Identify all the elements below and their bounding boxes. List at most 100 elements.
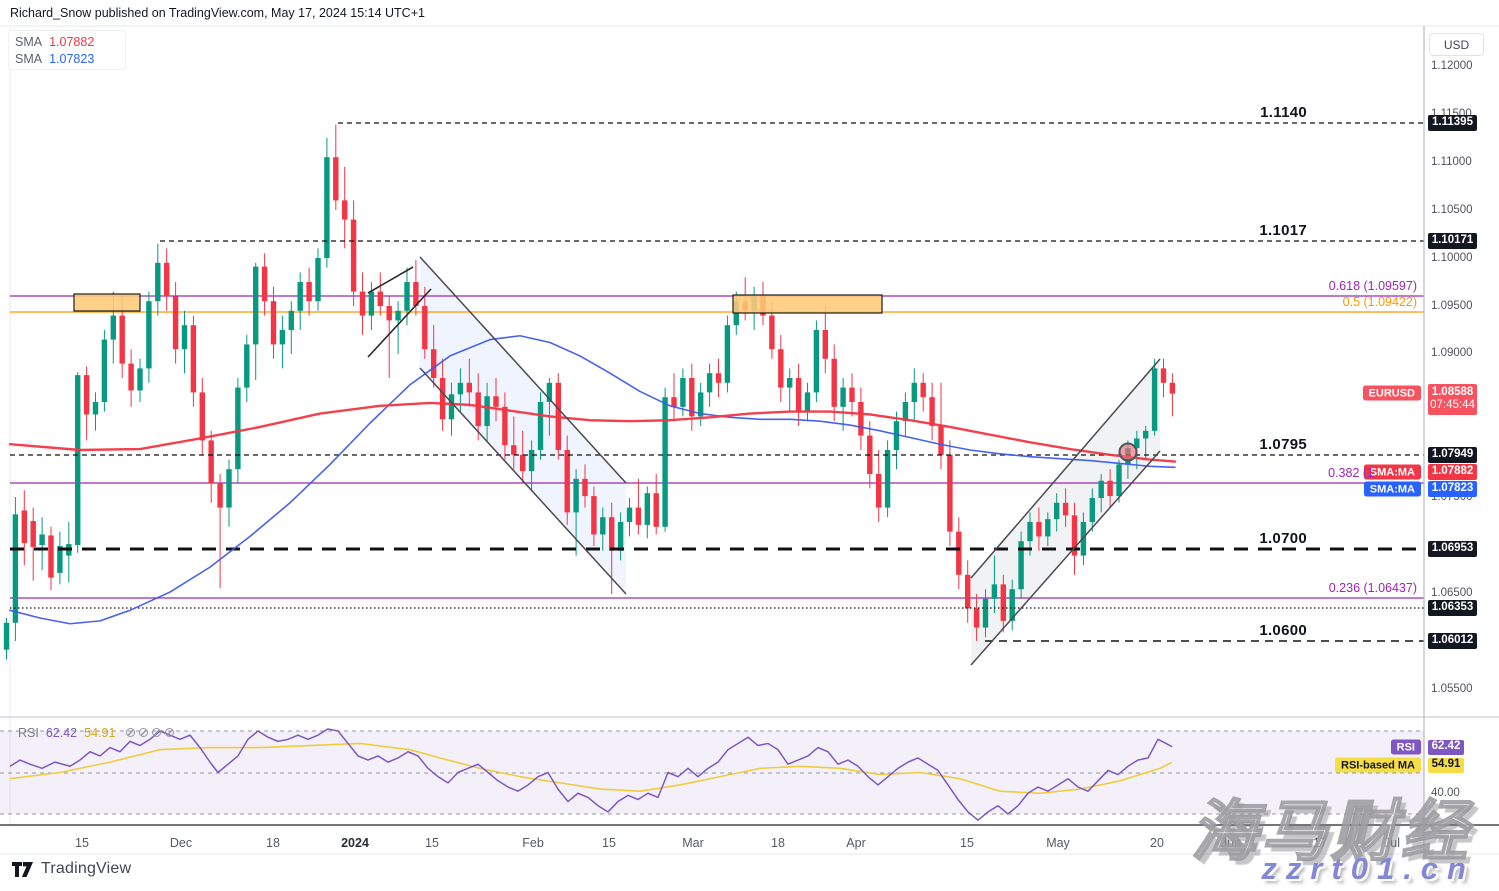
supply-zone-box[interactable] <box>732 294 883 314</box>
tradingview-logo-icon <box>12 861 33 877</box>
time-axis-label: 15 <box>960 836 974 850</box>
sma-line[interactable] <box>9 334 1176 625</box>
price-axis-tick-label: 1.11000 <box>1431 156 1472 168</box>
time-axis-label: May <box>1046 836 1070 850</box>
time-axis-label: 18 <box>771 836 785 850</box>
level-price-label: 1.0600 <box>1259 622 1307 639</box>
time-axis-label: Feb <box>522 836 544 850</box>
sma2-label: SMA <box>15 52 43 66</box>
axis-badge-value: 1.06353 <box>1431 601 1474 614</box>
axis-value-badge: 1.07882 <box>1428 464 1477 480</box>
axis-value-badge: 62.42 <box>1428 739 1464 755</box>
axis-badge-value: 1.07949 <box>1431 448 1474 461</box>
price-axis-tick-label: 1.06500 <box>1431 587 1473 599</box>
descending-channel-lower[interactable] <box>419 367 627 595</box>
price-axis-tick-label: 40.00 <box>1431 787 1460 799</box>
axis-badge-value: 54.91 <box>1431 758 1461 771</box>
axis-value-badge: 1.06012 <box>1428 633 1477 649</box>
fib-level-label: 0.5 (1.09422) <box>1342 295 1417 309</box>
indicator-legend-panel <box>8 30 126 70</box>
sma1-label: SMA <box>15 35 43 49</box>
currency-toggle-button[interactable]: USD <box>1429 33 1484 56</box>
axis-badge-value: 1.06012 <box>1431 634 1474 647</box>
time-axis-label: 18 <box>266 836 280 850</box>
rsi-label: RSI <box>18 726 39 740</box>
rsi-legend-row[interactable]: RSI 62.42 54.91 <box>18 726 175 740</box>
rsi-ma-value: 54.91 <box>84 726 116 740</box>
level-price-label: 1.0700 <box>1259 530 1307 547</box>
fib-level-label: 0.382 (1 <box>1328 466 1374 480</box>
tradingview-logo-text: TradingView <box>41 860 132 877</box>
bar-countdown: 07:45:44 <box>1430 399 1475 411</box>
price-axis-tick-label: 1.10000 <box>1431 252 1473 264</box>
rsi-legend-action-icon[interactable] <box>152 728 162 737</box>
rsi-value: 62.42 <box>45 726 78 740</box>
trendline[interactable] <box>367 288 432 358</box>
axis-value-badge: 1.11395 <box>1428 115 1477 131</box>
tradingview-logo[interactable]: TradingView <box>12 860 131 878</box>
sma1-value: 1.07882 <box>49 35 95 49</box>
candlestick-series <box>3 124 1176 660</box>
price-axis-tick-label: 1.12000 <box>1431 60 1473 72</box>
time-axis-label: 2024 <box>341 836 369 850</box>
watermark-cn: 海马财经 <box>1190 793 1471 869</box>
axis-value-badge: 1.08588 07:45:44 <box>1428 383 1477 415</box>
axis-value-badge: 1.06353 <box>1428 600 1477 616</box>
level-price-label: 1.1140 <box>1260 104 1307 121</box>
time-axis-label: 17 <box>1313 836 1327 850</box>
rsi-legend-action-icon[interactable] <box>126 728 136 737</box>
series-label-badge: RSI-based MA <box>1335 757 1421 773</box>
axis-badge-value: 1.07882 <box>1431 465 1474 478</box>
ascending-channel-upper[interactable] <box>970 358 1161 579</box>
level-price-label: 1.0795 <box>1259 436 1307 453</box>
time-axis-label: Mar <box>682 836 704 850</box>
sma-line[interactable] <box>8 401 1177 463</box>
watermark-url: zzrt01.cn <box>1261 851 1475 886</box>
supply-zone-box[interactable] <box>73 293 141 312</box>
descending-channel-upper[interactable] <box>419 256 627 484</box>
publish-attribution: Richard_Snow published on TradingView.co… <box>10 6 425 20</box>
price-axis-tick-label: 1.09000 <box>1431 347 1473 359</box>
time-axis-label: 20 <box>1150 836 1164 850</box>
axis-value-badge: 1.10171 <box>1428 233 1477 249</box>
time-axis-label: Apr <box>846 836 866 850</box>
series-label-badge: SMA:MA <box>1363 464 1421 480</box>
rsi-legend-action-icon[interactable] <box>165 728 175 737</box>
rsi-legend-action-icon[interactable] <box>139 728 149 737</box>
axis-badge-value: 62.42 <box>1431 740 1461 753</box>
axis-value-badge: 1.06953 <box>1428 541 1477 557</box>
time-axis-label: Dec <box>169 836 193 850</box>
fib-level-label: 0.236 (1.06437) <box>1328 581 1417 595</box>
rsi-line[interactable] <box>9 728 1173 821</box>
axis-badge-value: 1.10171 <box>1431 234 1474 247</box>
axis-badge-value: 1.08588 <box>1431 385 1474 398</box>
descending-channel[interactable] <box>420 257 626 594</box>
time-axis-label: 15 <box>75 836 89 850</box>
sma-legend-row-1[interactable]: SMA 1.07882 <box>15 35 94 49</box>
axis-value-badge: 54.91 <box>1428 757 1464 773</box>
axis-value-badge: 1.07823 <box>1428 481 1477 497</box>
sma-legend-row-2[interactable]: SMA 1.07823 <box>15 52 94 66</box>
time-axis-label: 15 <box>602 836 616 850</box>
price-axis-tick-label: 1.05500 <box>1431 683 1473 695</box>
level-price-label: 1.1017 <box>1259 222 1307 239</box>
sma2-value: 1.07823 <box>49 52 95 66</box>
trendline[interactable] <box>367 266 414 294</box>
series-label-badge: SMA:MA <box>1363 481 1421 497</box>
time-axis-label: 15 <box>425 836 439 850</box>
axis-badge-value: 1.07823 <box>1431 482 1474 495</box>
price-axis-tick-label: 1.10500 <box>1431 204 1473 216</box>
axis-badge-value: 1.06953 <box>1431 542 1474 555</box>
time-axis-label: Jul <box>1384 836 1400 850</box>
fib-level-label: 0.618 (1.09597) <box>1328 279 1417 293</box>
ascending-channel-lower[interactable] <box>970 450 1161 666</box>
price-axis-tick-label: 1.09500 <box>1431 300 1473 312</box>
rsi-legend-actions[interactable] <box>122 726 175 740</box>
axis-value-badge: 1.07949 <box>1428 447 1477 463</box>
series-label-badge: EURUSD <box>1362 385 1421 401</box>
series-label-badge: RSI <box>1390 739 1421 755</box>
highlight-circle-marker[interactable] <box>1118 442 1138 462</box>
axis-badge-value: 1.11395 <box>1432 116 1473 129</box>
